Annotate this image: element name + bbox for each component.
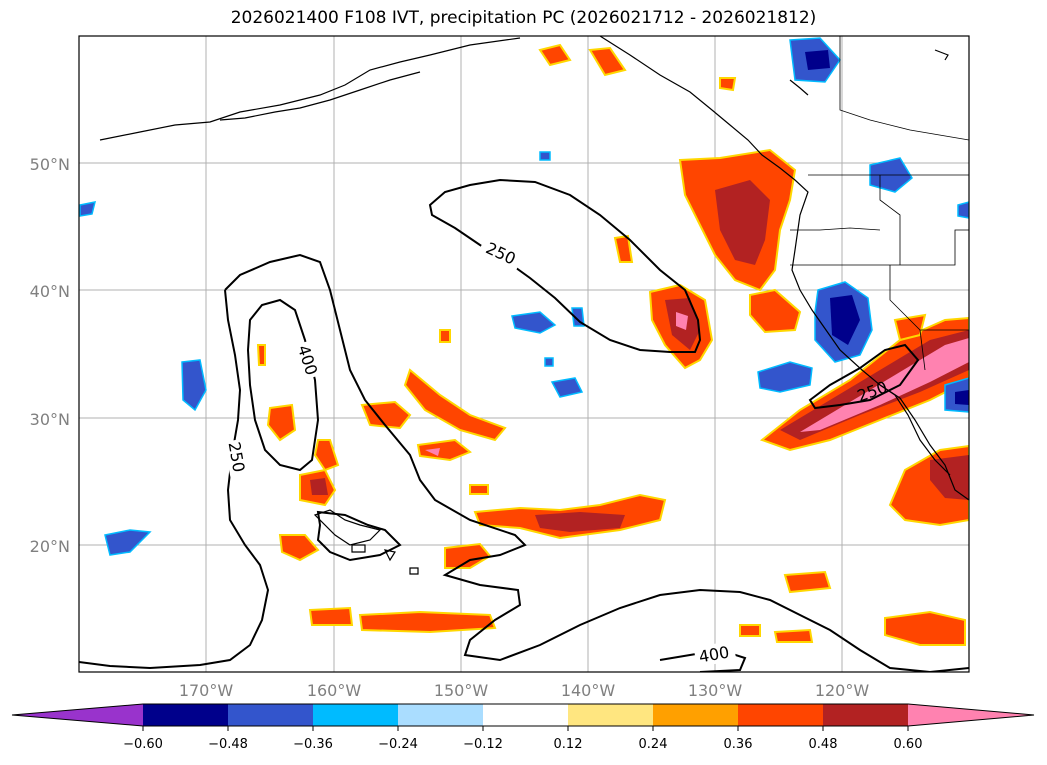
colorbar-extend-max: [908, 704, 1034, 726]
longitude-axis: 170°W 160°W 150°W 140°W 130°W 120°W: [179, 681, 870, 700]
colorbar-tick-label: −0.36: [293, 737, 333, 752]
lon-tick-label: 160°W: [307, 681, 362, 700]
colorbar-tick-label: −0.24: [378, 737, 418, 752]
colorbar-extend-min: [12, 704, 143, 726]
alaska-coast: [99, 37, 521, 141]
lat-tick-label: 50°N: [30, 155, 70, 174]
colorbar-tick-label: 0.36: [724, 737, 753, 752]
colorbar-tick-label: 0.12: [554, 737, 583, 752]
colorbar-segment: [568, 704, 653, 726]
lat-tick-label: 40°N: [30, 282, 70, 301]
colorbar-tick-label: −0.12: [463, 737, 503, 752]
colorbar-segment: [823, 704, 908, 726]
colorbar-segment: [313, 704, 398, 726]
ivt-contour-250-west: [224, 253, 969, 672]
ivt-contour-250-coast: [808, 343, 920, 410]
colorbar: −0.60 −0.48 −0.36 −0.24 −0.12 0.12 0.24 0.36 0.4…: [11, 703, 1035, 752]
map-frame: [78, 35, 970, 673]
lon-tick-label: 120°W: [815, 681, 870, 700]
lon-tick-label: 140°W: [561, 681, 616, 700]
lat-tick-label: 30°N: [30, 410, 70, 429]
political-borders: [790, 36, 969, 371]
coastlines: [99, 36, 969, 575]
lon-tick-label: 170°W: [179, 681, 234, 700]
lon-tick-label: 130°W: [688, 681, 743, 700]
contour-label: 250: [224, 440, 248, 473]
contour-label: 400: [294, 343, 322, 378]
map-title: 2026021400 F108 IVT, precipitation PC (2…: [230, 8, 817, 28]
ivt-contour-400-west: [246, 298, 320, 472]
precip-patch-ar-core: [800, 338, 969, 432]
colorbar-tick-label: −0.60: [123, 737, 163, 752]
colorbar-tick-label: −0.48: [208, 737, 248, 752]
colorbar-tick-label: 0.60: [894, 737, 923, 752]
lon-tick-label: 150°W: [434, 681, 489, 700]
colorbar-segment: [143, 704, 228, 726]
precip-patch-nw-core: [715, 180, 770, 265]
colorbar-segment: [483, 704, 568, 726]
colorbar-tick-label: 0.24: [639, 737, 668, 752]
colorbar-segment: [228, 704, 313, 726]
colorbar-segment: [653, 704, 738, 726]
colorbar-tick-label: 0.48: [809, 737, 838, 752]
latitude-axis: 20°N 30°N 40°N 50°N: [30, 155, 70, 556]
precip-patch-subtropical-2: [403, 368, 507, 442]
map-panel: 250 400 250 400 250: [79, 36, 969, 672]
north-america-coast: [599, 36, 969, 501]
colorbar-segment: [738, 704, 823, 726]
colorbar-segment: [398, 704, 483, 726]
contour-label: 400: [697, 642, 730, 666]
lat-tick-label: 20°N: [30, 537, 70, 556]
precip-positive-patches: [256, 43, 969, 646]
precip-negative-patches: [79, 37, 969, 556]
